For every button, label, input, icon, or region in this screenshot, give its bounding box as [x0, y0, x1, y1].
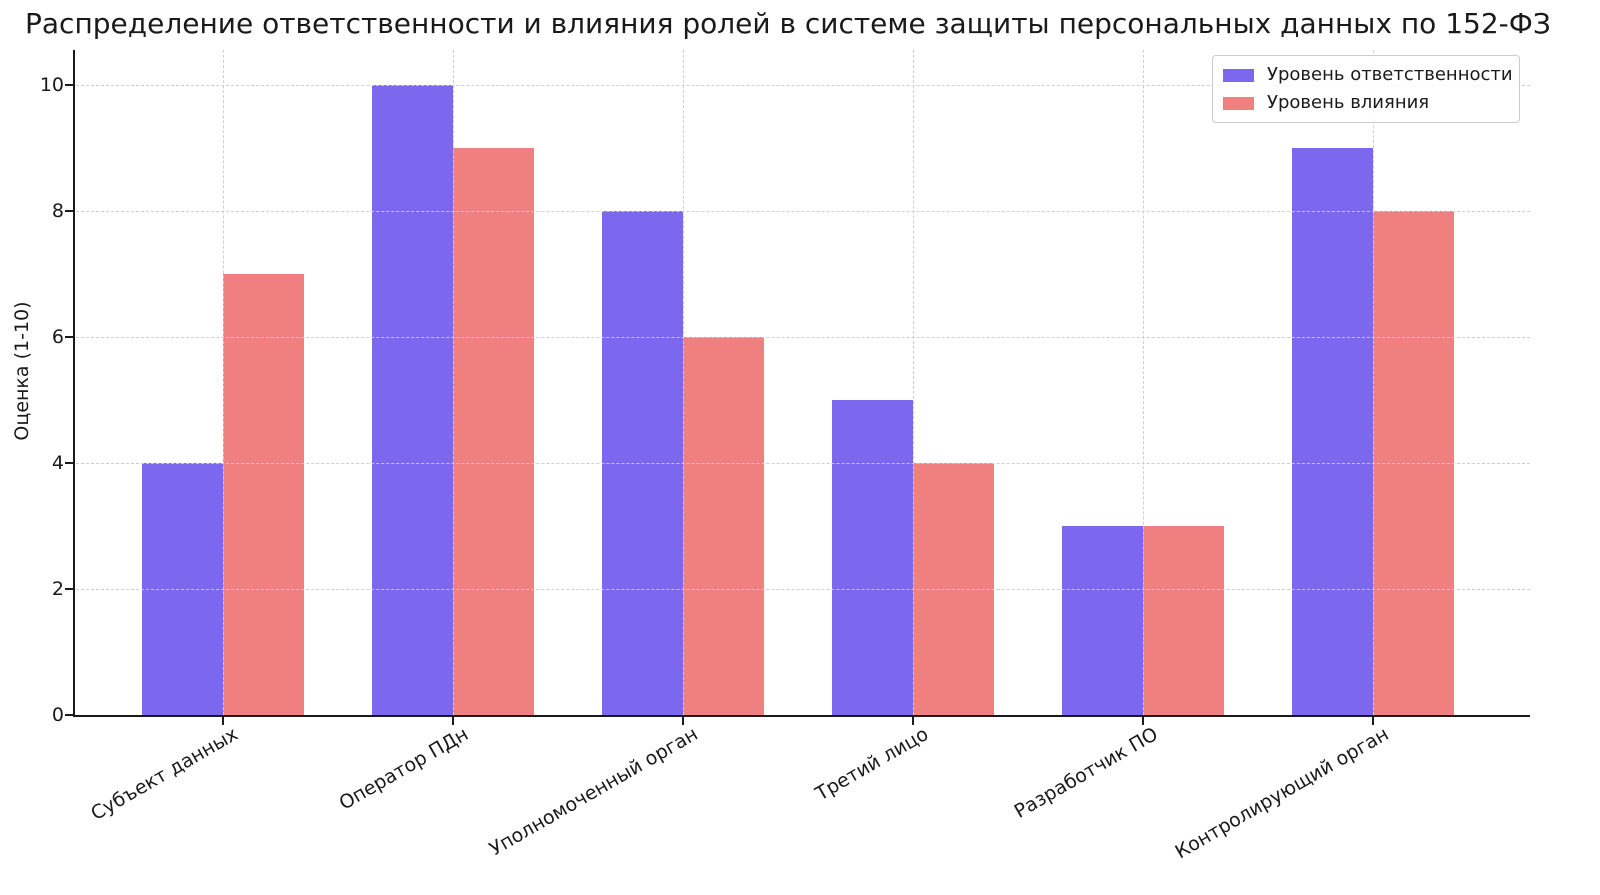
y-tick-label-4: 4 — [51, 452, 64, 474]
x-tick-mark-4 — [1142, 717, 1144, 725]
gridline-horizontal-6 — [76, 337, 1530, 338]
y-axis-label: Оценка (1-10) — [11, 301, 33, 441]
y-tick-label-8: 8 — [51, 200, 64, 222]
gridline-vertical-0 — [223, 50, 224, 715]
gridline-horizontal-2 — [76, 589, 1530, 590]
legend-item-1: Уровень влияния — [1223, 92, 1509, 114]
gridline-vertical-4 — [1143, 50, 1144, 715]
x-tick-mark-1 — [452, 717, 454, 725]
x-tick-label-2: Уполномоченный орган — [486, 723, 702, 861]
legend: Уровень ответственности Уровень влияния — [1212, 55, 1520, 123]
y-tick-mark-10 — [65, 84, 73, 86]
x-axis-spine — [73, 715, 1530, 717]
x-tick-label-1: Оператор ПДн — [335, 723, 472, 815]
gridline-vertical-5 — [1373, 50, 1374, 715]
legend-label-0: Уровень ответственности — [1267, 64, 1513, 85]
x-tick-label-3: Третий лицо — [811, 723, 932, 806]
gridline-horizontal-10 — [76, 85, 1530, 86]
legend-swatch-0 — [1223, 68, 1254, 82]
legend-swatch-1 — [1223, 96, 1254, 110]
bar-influence-4 — [1143, 526, 1224, 715]
y-tick-mark-2 — [65, 588, 73, 590]
x-tick-label-4: Разработчик ПО — [1011, 723, 1162, 823]
y-tick-label-2: 2 — [51, 578, 64, 600]
gridline-vertical-1 — [453, 50, 454, 715]
legend-label-1: Уровень влияния — [1267, 92, 1430, 113]
bar-influence-2 — [683, 337, 764, 715]
gridline-horizontal-4 — [76, 463, 1530, 464]
bar-responsibility-1 — [372, 85, 453, 715]
gridline-vertical-3 — [913, 50, 914, 715]
y-tick-mark-6 — [65, 336, 73, 338]
chart-title: Распределение ответственности и влияния … — [25, 7, 1551, 40]
legend-item-0: Уровень ответственности — [1223, 64, 1513, 86]
x-tick-label-5: Контролирующий орган — [1171, 723, 1392, 864]
y-tick-mark-4 — [65, 462, 73, 464]
bar-influence-0 — [223, 274, 304, 715]
x-tick-mark-5 — [1372, 717, 1374, 725]
bar-responsibility-3 — [832, 400, 913, 715]
y-tick-label-0: 0 — [51, 704, 64, 726]
bar-responsibility-5 — [1292, 148, 1373, 715]
y-tick-mark-8 — [65, 210, 73, 212]
gridline-horizontal-8 — [76, 211, 1530, 212]
gridline-vertical-2 — [683, 50, 684, 715]
x-tick-mark-0 — [222, 717, 224, 725]
bar-responsibility-4 — [1062, 526, 1143, 715]
y-tick-label-6: 6 — [51, 326, 64, 348]
bar-influence-1 — [453, 148, 534, 715]
y-tick-label-10: 10 — [39, 74, 64, 96]
y-tick-mark-0 — [65, 714, 73, 716]
x-tick-mark-3 — [912, 717, 914, 725]
x-tick-mark-2 — [682, 717, 684, 725]
x-tick-label-0: Субъект данных — [87, 723, 242, 825]
y-axis-spine — [73, 50, 75, 716]
